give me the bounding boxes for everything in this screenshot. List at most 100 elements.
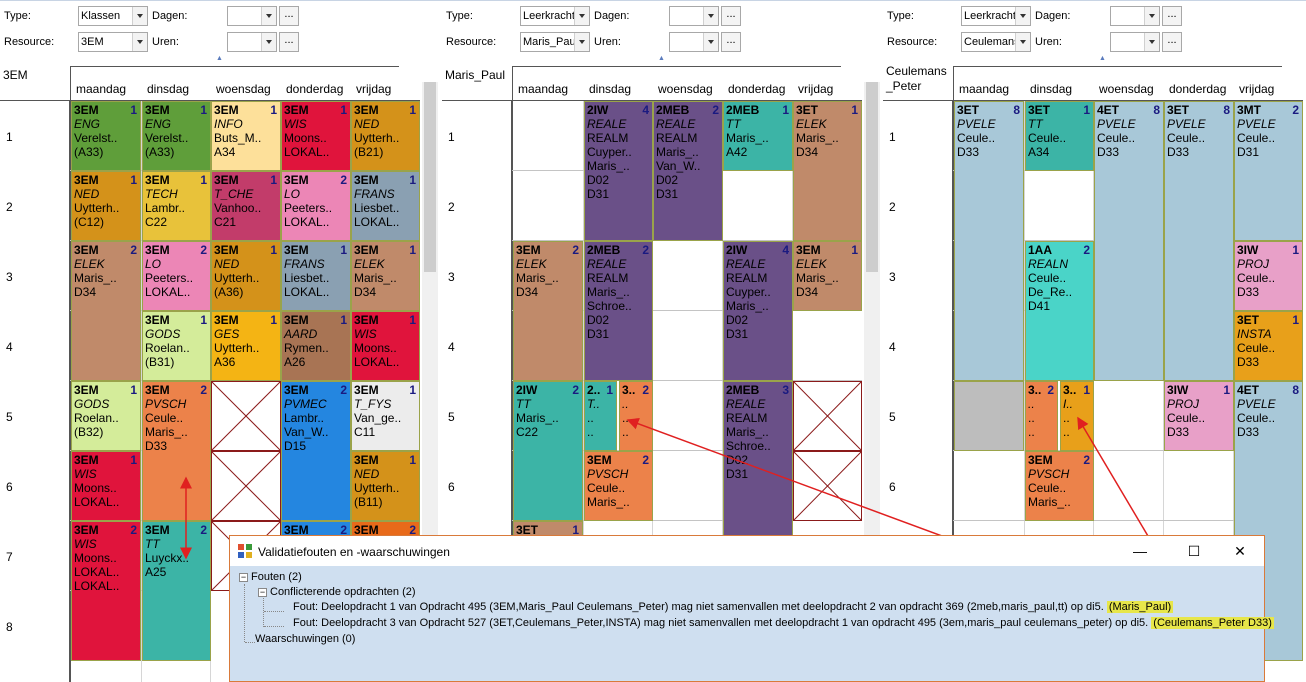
chevron-down-icon[interactable]: [261, 33, 276, 51]
dagen-select[interactable]: [669, 6, 719, 26]
resource-select[interactable]: 3EM: [78, 32, 148, 52]
lesson-cell[interactable]: 3EM 1 T_FYS Van_ge.. C11: [351, 381, 420, 451]
lesson-cell[interactable]: 3EM 1 GODS Roelan.. (B31): [142, 311, 211, 381]
blocked-slot[interactable]: [211, 451, 281, 521]
lesson-cell-right[interactable]: 3.. 1 I......: [1060, 381, 1094, 451]
lesson-cell[interactable]: 3EM 1 AARD Rymen.. A26: [281, 311, 351, 381]
lesson-cell[interactable]: 3EM 2 LO Peeters.. LOKAL..: [142, 241, 211, 311]
lesson-cell[interactable]: 3EM 1 NED Uytterh.. (A36): [211, 241, 281, 311]
dagen-select[interactable]: [227, 6, 277, 26]
lesson-cell[interactable]: 3EM 1 INFO Buts_M.. A34: [211, 101, 281, 171]
lesson-cell[interactable]: 3EM 1 NED Uytterh.. (B21): [351, 101, 420, 171]
lesson-cell[interactable]: 3ET 1 ELEK Maris_.. D34: [793, 101, 862, 241]
lesson-cell[interactable]: 3ET 8 PVELE Ceule.. D33: [1164, 101, 1234, 381]
lesson-cell[interactable]: 3ET 1 INSTA Ceule.. D33: [1234, 311, 1303, 381]
lesson-cell[interactable]: 4ET 8 PVELE Ceule.. D33: [1094, 101, 1164, 381]
tree-node-error-1[interactable]: Fout: Deelopdracht 1 van Opdracht 495 (3…: [293, 601, 1174, 613]
splitter-caret-icon[interactable]: ▲: [658, 55, 665, 62]
type-select[interactable]: Klassen: [78, 6, 148, 26]
lesson-cell[interactable]: 3EM 1 WIS Moons.. LOKAL..: [351, 311, 420, 381]
lesson-cell[interactable]: 3EM 1 FRANS Liesbet.. LOKAL..: [281, 241, 351, 311]
splitter-caret-icon[interactable]: ▲: [216, 55, 223, 62]
blocked-slot[interactable]: [211, 381, 281, 451]
lesson-cell[interactable]: 3EM 1 NED Uytterh.. (B11): [351, 451, 420, 521]
lesson-cell[interactable]: [954, 381, 1024, 451]
chevron-down-icon[interactable]: [574, 7, 589, 25]
scrollbar-thumb[interactable]: [424, 82, 436, 272]
lesson-cell[interactable]: 3EM 1 ELEK Maris_.. D34: [351, 241, 420, 311]
minimize-button[interactable]: —: [1133, 543, 1147, 559]
type-select[interactable]: Leerkracht: [520, 6, 590, 26]
chevron-down-icon[interactable]: [1015, 33, 1030, 51]
blocked-slot[interactable]: [793, 451, 862, 521]
lesson-cell[interactable]: 3EM 1 WIS Moons.. LOKAL..: [71, 451, 141, 521]
lesson-cell[interactable]: 3ET 8 PVELE Ceule.. D33: [954, 101, 1024, 381]
collapse-toggle[interactable]: −: [239, 572, 248, 582]
lesson-cell[interactable]: 3EM 2 PVSCH Ceule.. Maris_..: [584, 451, 653, 521]
lesson-cell-left[interactable]: 2.. 1 T......: [584, 381, 617, 451]
lesson-cell[interactable]: 3EM 1 ENG Verelst.. (A33): [142, 101, 211, 171]
chevron-down-icon[interactable]: [703, 7, 718, 25]
tree-node-error-2[interactable]: Fout: Deelopdracht 3 van Opdracht 527 (3…: [293, 617, 1274, 629]
chevron-down-icon[interactable]: [261, 7, 276, 25]
close-button[interactable]: ✕: [1234, 543, 1246, 559]
lesson-cell[interactable]: 3ET 1 TT Ceule.. A34: [1025, 101, 1094, 171]
lesson-cell[interactable]: 3EM 1 TECH Lambr.. C22: [142, 171, 211, 241]
lesson-cell[interactable]: 1AA 2 REALN Ceule.. De_Re.. D41: [1025, 241, 1094, 381]
lesson-cell[interactable]: 3EM 2 WIS Moons.. LOKAL.. LOKAL..: [71, 521, 141, 661]
scrollbar-thumb[interactable]: [866, 82, 878, 272]
splitter-caret-icon[interactable]: ▲: [1099, 55, 1106, 62]
dagen-dots-button[interactable]: ...: [279, 6, 299, 26]
chevron-down-icon[interactable]: [132, 7, 147, 25]
uren-select[interactable]: [1110, 32, 1160, 52]
lesson-cell[interactable]: 2MEB 1 TT Maris_.. A42: [723, 101, 793, 171]
chevron-down-icon[interactable]: [1144, 7, 1159, 25]
lesson-cell[interactable]: 2IW 4 REALE REALM Cuyper.. Maris_.. D02 D31: [584, 101, 653, 241]
dagen-dots-button[interactable]: ...: [1162, 6, 1182, 26]
lesson-cell[interactable]: 2MEB 2 REALE REALM Maris_.. Schroe.. D02 D31: [584, 241, 653, 381]
tree-node-fouten[interactable]: − Fouten (2): [239, 571, 302, 583]
lesson-cell-left[interactable]: 3.. 2......: [1025, 381, 1058, 451]
lesson-cell[interactable]: 3EM 1 T_CHE Vanhoo.. C21: [211, 171, 281, 241]
blocked-slot[interactable]: [793, 381, 862, 451]
dagen-dots-button[interactable]: ...: [721, 6, 741, 26]
chevron-down-icon[interactable]: [574, 33, 589, 51]
vertical-scrollbar[interactable]: [422, 82, 438, 682]
lesson-cell[interactable]: 3EM 1 ELEK Maris_.. D34: [793, 241, 862, 311]
lesson-cell[interactable]: 3EM 2 TT Luyckx.. A25: [142, 521, 211, 661]
lesson-cell[interactable]: 2MEB 2 REALE REALM Maris_.. Van_W.. D02 D31: [653, 101, 723, 241]
lesson-cell[interactable]: 3EM 2 ELEK Maris_.. D34: [513, 241, 583, 381]
tree-node-waarschuwingen[interactable]: Waarschuwingen (0): [255, 633, 356, 645]
lesson-cell[interactable]: 3EM 2 PVSCH Ceule.. Maris_..: [1025, 451, 1094, 521]
lesson-cell[interactable]: 3EM 2 LO Peeters.. LOKAL..: [281, 171, 351, 241]
lesson-cell[interactable]: 3IW 1 PROJ Ceule.. D33: [1234, 241, 1303, 311]
lesson-cell[interactable]: 4ET 8 PVELE Ceule.. D33: [1234, 381, 1303, 661]
tree-node-conflicting[interactable]: − Conflicterende opdrachten (2): [258, 586, 416, 598]
uren-dots-button[interactable]: ...: [1162, 32, 1182, 52]
uren-dots-button[interactable]: ...: [279, 32, 299, 52]
lesson-cell[interactable]: 3EM 1 FRANS Liesbet.. LOKAL..: [351, 171, 420, 241]
type-select[interactable]: Leerkracht: [961, 6, 1031, 26]
lesson-cell[interactable]: 3EM 1 WIS Moons.. LOKAL..: [281, 101, 351, 171]
lesson-cell[interactable]: 3EM 2 PVSCH Ceule.. Maris_.. D33: [142, 381, 211, 521]
uren-dots-button[interactable]: ...: [721, 32, 741, 52]
lesson-cell[interactable]: 2IW 4 REALE REALM Cuyper.. Maris_.. D02 D31: [723, 241, 793, 381]
dagen-select[interactable]: [1110, 6, 1160, 26]
lesson-cell[interactable]: 3EM 2 PVMEC Lambr.. Van_W.. D15: [281, 381, 351, 521]
collapse-toggle[interactable]: −: [258, 587, 267, 597]
lesson-cell[interactable]: 3EM 1 GES Uytterh.. A36: [211, 311, 281, 381]
dialog-titlebar[interactable]: Validatiefouten en -waarschuwingen — ☐ ✕: [230, 536, 1264, 566]
chevron-down-icon[interactable]: [703, 33, 718, 51]
lesson-cell[interactable]: 3IW 1 PROJ Ceule.. D33: [1164, 381, 1234, 451]
lesson-cell[interactable]: 2IW 2 TT Maris_.. C22: [513, 381, 583, 521]
lesson-cell[interactable]: 3EM 1 NED Uytterh.. (C12): [71, 171, 141, 241]
uren-select[interactable]: [669, 32, 719, 52]
lesson-cell-right[interactable]: 3.. 2......: [619, 381, 653, 451]
resource-select[interactable]: Maris_Paul: [520, 32, 590, 52]
chevron-down-icon[interactable]: [1144, 33, 1159, 51]
chevron-down-icon[interactable]: [132, 33, 147, 51]
lesson-cell[interactable]: 3EM 1 ENG Verelst.. (A33): [71, 101, 141, 171]
lesson-cell[interactable]: 3EM 2 ELEK Maris_.. D34: [71, 241, 141, 381]
chevron-down-icon[interactable]: [1015, 7, 1030, 25]
maximize-button[interactable]: ☐: [1187, 543, 1201, 559]
